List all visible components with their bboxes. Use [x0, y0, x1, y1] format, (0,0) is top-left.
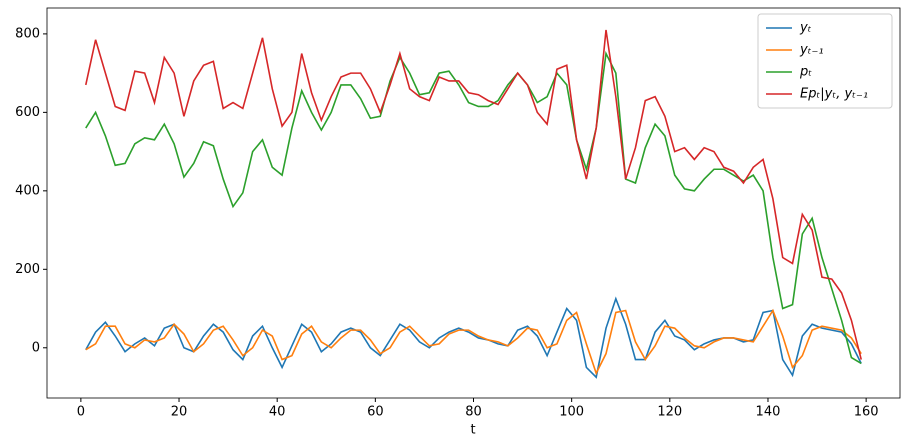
- x-tick-label: 100: [559, 405, 584, 420]
- x-tick-label: 140: [756, 405, 781, 420]
- legend-box: [757, 13, 893, 109]
- x-tick-label: 160: [854, 405, 879, 420]
- x-tick-label: 0: [77, 405, 85, 420]
- x-axis-label: t: [470, 423, 475, 438]
- y-tick-label: 800: [15, 26, 40, 41]
- legend: yₜ yₜ₋₁ pₜ Epₜ|yₜ, yₜ₋₁: [757, 13, 893, 109]
- x-tick-label: 80: [465, 405, 482, 420]
- y-tick-label: 600: [15, 105, 40, 120]
- legend-label: Epₜ|yₜ, yₜ₋₁: [800, 87, 868, 102]
- y-tick-label: 200: [15, 262, 40, 277]
- legend-label: yₜ₋₁: [799, 43, 824, 58]
- series-line: [85, 308, 862, 376]
- series-line: [85, 296, 862, 379]
- series-line: [85, 50, 862, 365]
- x-tick-label: 40: [269, 405, 286, 420]
- y-tick-label: 400: [15, 183, 40, 198]
- x-tick-label: 120: [657, 405, 682, 420]
- x-tick-label: 60: [367, 405, 384, 420]
- legend-label: yₜ: [799, 21, 812, 36]
- series-line: [84, 29, 863, 360]
- x-tick-label: 20: [171, 405, 188, 420]
- y-tick-label: 0: [32, 340, 40, 355]
- legend-label: pₜ: [799, 65, 812, 80]
- plot-frame: [46, 7, 901, 399]
